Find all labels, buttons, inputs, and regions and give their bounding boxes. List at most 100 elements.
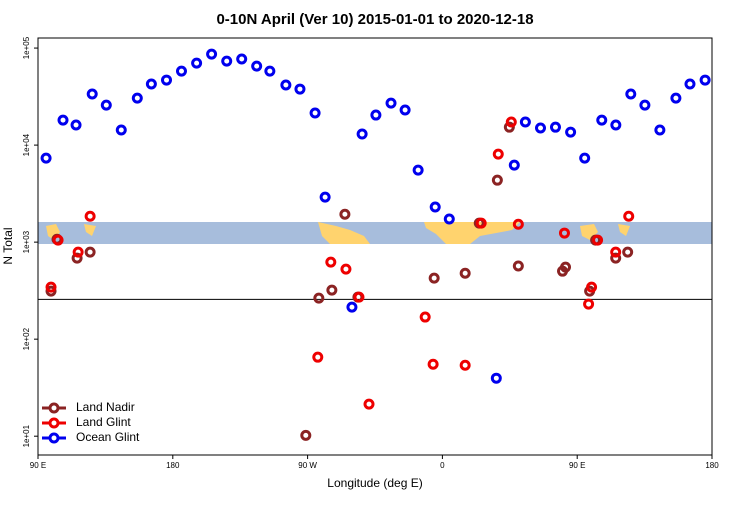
point: [86, 88, 98, 100]
plot-frame: [37, 37, 713, 456]
point: [503, 121, 515, 133]
point: [145, 78, 157, 90]
point: [191, 57, 203, 69]
point: [356, 128, 368, 140]
land: [424, 222, 520, 244]
point: [57, 114, 69, 126]
y-tick-label: 1e+03: [22, 230, 31, 253]
point: [579, 152, 591, 164]
point: [84, 246, 96, 258]
point: [339, 208, 351, 220]
legend-label: Ocean Glint: [76, 430, 140, 444]
ocean-band: [38, 222, 712, 244]
point: [300, 429, 312, 441]
point: [45, 281, 57, 293]
point: [459, 267, 471, 279]
point: [309, 107, 321, 119]
point: [586, 281, 598, 293]
point: [560, 261, 572, 273]
point: [206, 48, 218, 60]
point: [623, 210, 635, 222]
point: [131, 92, 143, 104]
chart-title: 0-10N April (Ver 10) 2015-01-01 to 2020-…: [216, 11, 533, 28]
point: [610, 246, 622, 258]
point: [115, 124, 127, 136]
point: [325, 256, 337, 268]
point: [353, 291, 365, 303]
point: [346, 301, 358, 313]
point: [610, 119, 622, 131]
point: [699, 74, 711, 86]
point: [399, 104, 411, 116]
point: [385, 97, 397, 109]
point: [512, 260, 524, 272]
x-tick-label: 90 E: [569, 461, 585, 470]
y-tick-label: 1e+02: [22, 327, 31, 350]
point: [363, 398, 375, 410]
point: [549, 121, 561, 133]
point: [443, 213, 455, 225]
point: [583, 298, 595, 310]
x-tick-label: 90 E: [30, 461, 46, 470]
point: [490, 372, 502, 384]
land: [318, 222, 370, 244]
point: [508, 159, 520, 171]
point: [412, 164, 424, 176]
x-tick-label: 180: [166, 461, 180, 470]
point: [622, 246, 634, 258]
land: [84, 224, 96, 236]
point: [596, 114, 608, 126]
point: [475, 217, 487, 229]
point: [71, 252, 83, 264]
point: [294, 83, 306, 95]
point: [459, 359, 471, 371]
point: [326, 284, 338, 296]
legend-marker: [48, 432, 60, 444]
point: [592, 234, 604, 246]
point: [340, 263, 352, 275]
point: [52, 234, 64, 246]
y-tick-label: 1e+01: [22, 424, 31, 447]
x-tick-label: 90 W: [298, 461, 317, 470]
point: [505, 116, 517, 128]
point: [429, 201, 441, 213]
point: [519, 116, 531, 128]
point: [251, 60, 263, 72]
point: [100, 99, 112, 111]
legend-marker: [48, 417, 60, 429]
point: [670, 92, 682, 104]
legend-label: Land Glint: [76, 415, 131, 429]
point: [40, 152, 52, 164]
point: [419, 311, 431, 323]
point: [684, 78, 696, 90]
point: [639, 99, 651, 111]
point: [492, 148, 504, 160]
point: [280, 79, 292, 91]
x-tick-label: 180: [705, 461, 719, 470]
point: [654, 124, 666, 136]
legend-marker: [48, 402, 60, 414]
point: [313, 292, 325, 304]
point: [72, 246, 84, 258]
point: [45, 285, 57, 297]
land: [618, 224, 630, 236]
y-tick-label: 1e+05: [22, 36, 31, 59]
point: [535, 122, 547, 134]
point: [370, 109, 382, 121]
point: [70, 119, 82, 131]
point: [565, 126, 577, 138]
point: [221, 55, 233, 67]
point: [428, 272, 440, 284]
point: [161, 74, 173, 86]
point: [491, 174, 503, 186]
point: [319, 191, 331, 203]
point: [84, 210, 96, 222]
legend-label: Land Nadir: [76, 400, 135, 414]
point: [175, 65, 187, 77]
point: [236, 53, 248, 65]
x-tick-label: 0: [440, 461, 445, 470]
point: [264, 65, 276, 77]
point: [512, 218, 524, 230]
point: [427, 358, 439, 370]
